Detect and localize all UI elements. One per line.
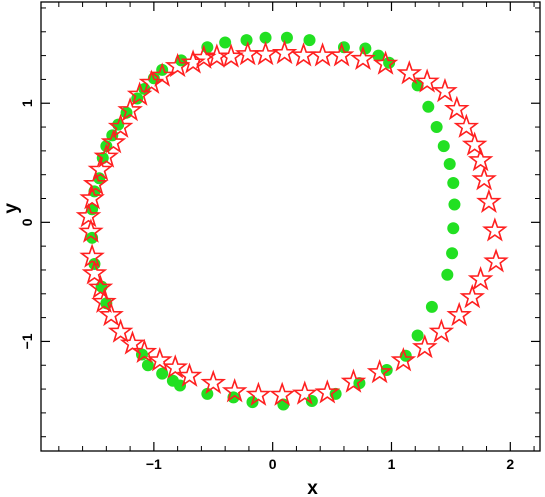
star-point <box>291 380 318 405</box>
circle-point <box>448 198 461 211</box>
star-point <box>290 42 317 67</box>
star-point <box>79 243 105 268</box>
plot-frame <box>40 1 541 452</box>
circle-point <box>372 49 385 62</box>
star-point <box>414 68 440 93</box>
x-axis-label: x <box>307 478 318 497</box>
star-point <box>176 362 203 387</box>
circle-point <box>447 177 460 190</box>
star-point <box>234 40 261 66</box>
circle-point <box>422 100 435 113</box>
star-point <box>87 274 114 299</box>
y-tick-label: 1 <box>19 99 35 107</box>
x-tick-label: 0 <box>269 456 277 472</box>
circle-point <box>447 222 460 235</box>
star-point <box>221 378 248 403</box>
star-point <box>411 333 438 359</box>
star-point <box>93 143 120 168</box>
star-point <box>471 166 497 191</box>
star-point <box>467 146 494 172</box>
star-point <box>107 318 134 343</box>
star-point <box>396 60 423 85</box>
star-point <box>87 156 114 181</box>
star-point <box>444 95 470 121</box>
star-point <box>309 42 336 67</box>
circle-point <box>280 31 293 44</box>
star-point <box>131 338 158 364</box>
star-point <box>461 131 488 156</box>
circle-point <box>156 367 169 380</box>
circle-point <box>259 31 272 44</box>
circle-point <box>201 387 214 400</box>
circle-point <box>219 36 232 49</box>
star-point <box>269 381 295 406</box>
circle-point <box>437 140 450 153</box>
x-tick-label: −1 <box>146 456 162 472</box>
star-point <box>446 301 472 327</box>
star-point <box>314 379 341 404</box>
star-point <box>138 69 165 94</box>
star-point <box>482 217 508 242</box>
star-point <box>428 318 455 343</box>
star-point <box>147 347 173 372</box>
star-point <box>91 288 117 314</box>
star-point <box>164 52 191 78</box>
circle-point <box>446 247 459 260</box>
axis-ticks <box>41 2 540 451</box>
star-point <box>271 39 298 65</box>
x-tick-label: 2 <box>506 456 514 472</box>
star-point <box>190 44 217 69</box>
star-point <box>98 301 124 327</box>
star-point <box>459 283 486 309</box>
star-point <box>78 218 104 243</box>
circle-point <box>441 268 454 281</box>
y-tick-label: 0 <box>19 218 35 226</box>
star-point <box>483 248 509 273</box>
star-point <box>453 113 480 138</box>
circle-point <box>411 329 424 342</box>
star-point <box>340 368 367 393</box>
plot-marks <box>75 31 509 411</box>
x-tick-label: 1 <box>388 456 396 472</box>
star-point <box>100 129 127 154</box>
y-axis-label: y <box>1 203 22 214</box>
star-point <box>476 188 502 213</box>
star-point <box>81 260 108 285</box>
star-point <box>162 354 189 379</box>
star-point <box>82 170 109 196</box>
star-point <box>75 202 102 228</box>
circle-point <box>305 394 318 407</box>
star-point <box>390 347 417 372</box>
star-point <box>126 81 153 106</box>
circle-point <box>380 364 393 377</box>
star-point <box>200 369 227 394</box>
circle-point <box>303 34 316 47</box>
tick-labels: −1 0 1 2 −1 0 1 <box>19 99 514 472</box>
star-point <box>245 381 272 406</box>
y-tick-label: −1 <box>19 333 35 349</box>
star-point <box>79 185 105 210</box>
star-point <box>218 43 244 68</box>
star-point <box>107 113 134 138</box>
star-point <box>366 358 393 384</box>
star-point <box>372 50 399 75</box>
circle-point <box>430 121 443 134</box>
star-point <box>180 49 206 74</box>
circle-point <box>141 359 154 372</box>
star-point <box>467 266 494 291</box>
star-point <box>350 45 376 71</box>
star-point <box>117 96 143 122</box>
circle-point <box>425 300 438 313</box>
star-point <box>432 77 458 103</box>
star-point <box>252 40 279 66</box>
circle-point <box>443 157 456 170</box>
circle-point <box>240 34 253 47</box>
